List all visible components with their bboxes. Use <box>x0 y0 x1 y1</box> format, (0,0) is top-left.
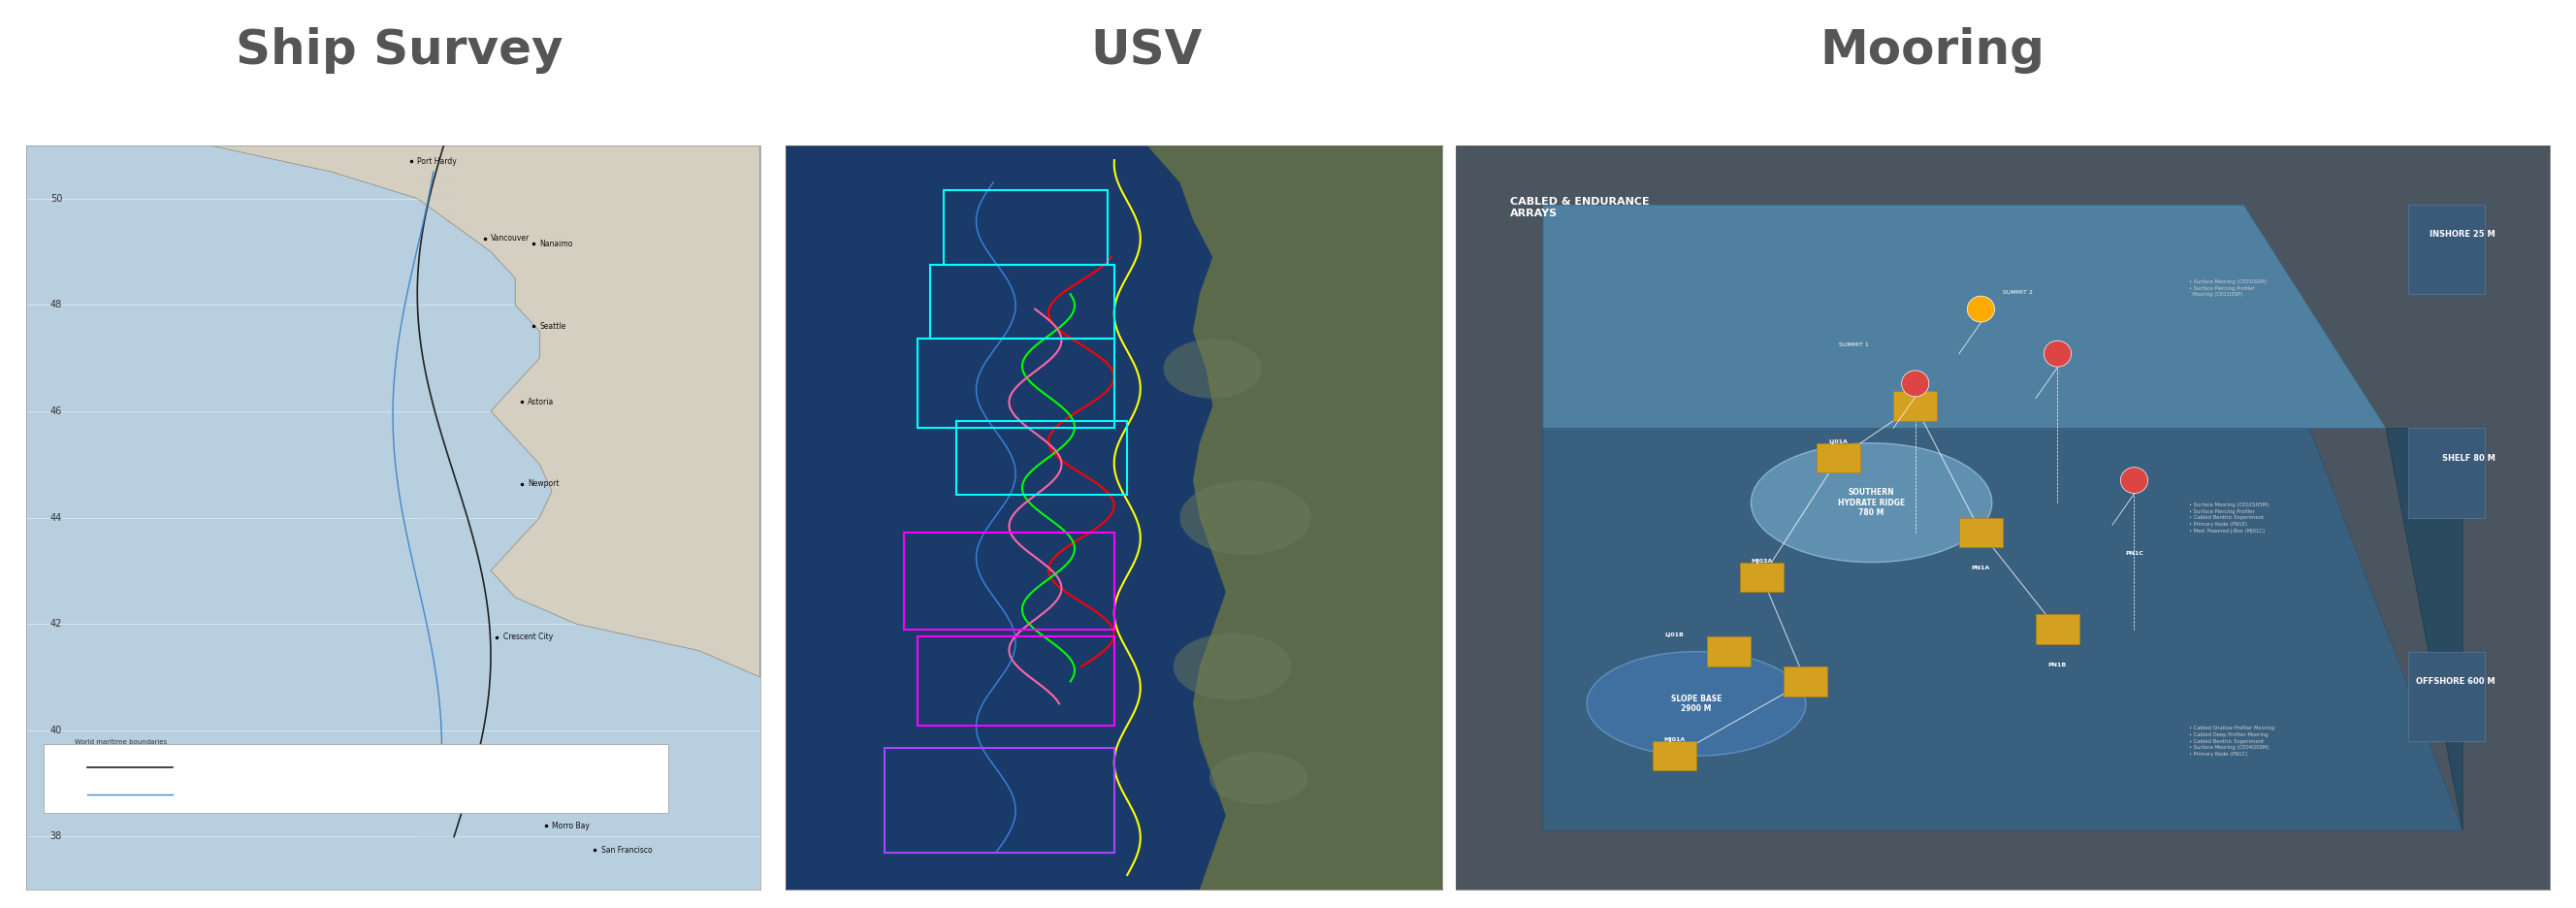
Text: PN1A: PN1A <box>1971 566 1991 570</box>
Ellipse shape <box>2043 340 2071 367</box>
Text: World maritime boundaries: World maritime boundaries <box>75 739 167 745</box>
Ellipse shape <box>1901 370 1929 397</box>
Bar <box>956 420 1128 495</box>
Text: • Cabled Shallow Profiler Mooring
• Cabled Deep Profiler Mooring
• Cabled Benthi: • Cabled Shallow Profiler Mooring • Cabl… <box>2190 726 2275 756</box>
Ellipse shape <box>2120 468 2148 493</box>
Text: SLOPE BASE
2900 M: SLOPE BASE 2900 M <box>1672 695 1721 713</box>
Text: LJ01B: LJ01B <box>1664 633 1685 637</box>
Text: 50: 50 <box>49 193 62 203</box>
Bar <box>2409 429 2483 518</box>
Polygon shape <box>209 145 760 677</box>
Ellipse shape <box>1208 752 1309 804</box>
Text: 48: 48 <box>49 300 62 310</box>
Text: Crescent City: Crescent City <box>502 633 554 642</box>
Text: PN1B: PN1B <box>2048 663 2066 667</box>
Ellipse shape <box>1172 633 1291 700</box>
Text: • Surface Mooring (CE02SHSM)
• Surface Piercing Profiler
• Cabled Benthic Experi: • Surface Mooring (CE02SHSM) • Surface P… <box>2190 503 2269 533</box>
Bar <box>1741 562 1783 592</box>
Text: Newport: Newport <box>528 479 559 489</box>
Text: Transects: Transects <box>75 745 116 754</box>
Text: Seattle: Seattle <box>541 321 567 331</box>
Bar <box>1654 741 1695 771</box>
Bar <box>2035 615 2079 644</box>
Ellipse shape <box>1164 339 1262 399</box>
Bar <box>884 748 1115 853</box>
Text: 44: 44 <box>49 513 62 522</box>
Text: SUMMIT 1: SUMMIT 1 <box>1839 342 1868 347</box>
Ellipse shape <box>1180 480 1311 555</box>
Text: San Francisco: San Francisco <box>600 845 652 854</box>
Text: Vancouver: Vancouver <box>489 234 531 242</box>
Text: MJ03A: MJ03A <box>1752 558 1772 563</box>
Text: Morro Bay: Morro Bay <box>551 822 590 831</box>
Text: INSHORE 25 M: INSHORE 25 M <box>2429 231 2496 239</box>
Ellipse shape <box>1587 652 1806 755</box>
Text: USV: USV <box>1090 27 1203 74</box>
Text: Nordic Pearl: Nordic Pearl <box>198 790 242 798</box>
Bar <box>1893 391 1937 420</box>
Bar <box>1960 518 2004 548</box>
Text: 42: 42 <box>49 619 62 628</box>
Text: Nanaimo: Nanaimo <box>541 240 572 248</box>
Text: SUMMIT 2: SUMMIT 2 <box>2004 291 2032 295</box>
Text: Mooring: Mooring <box>1819 27 2045 74</box>
Text: LJ01A: LJ01A <box>1829 439 1847 444</box>
FancyBboxPatch shape <box>44 744 667 813</box>
Polygon shape <box>1543 205 2385 429</box>
Text: PN1C: PN1C <box>2125 551 2143 556</box>
Text: 40: 40 <box>49 725 62 735</box>
Polygon shape <box>1146 145 1443 890</box>
Bar <box>1816 443 1860 473</box>
Text: 46: 46 <box>49 407 62 416</box>
Bar <box>2409 652 2483 741</box>
Bar <box>904 532 1115 629</box>
Text: SHELF 80 M: SHELF 80 M <box>2442 454 2496 462</box>
Text: Bell M Shimada: Bell M Shimada <box>198 763 255 772</box>
Bar <box>943 190 1108 264</box>
Bar <box>930 264 1115 339</box>
Polygon shape <box>1543 429 2463 830</box>
Bar <box>2409 205 2483 294</box>
Text: OFFSHORE 600 M: OFFSHORE 600 M <box>2416 677 2496 686</box>
Text: Ship Survey: Ship Survey <box>234 27 564 74</box>
Text: Astoria: Astoria <box>528 398 554 406</box>
Ellipse shape <box>1752 443 1991 562</box>
Ellipse shape <box>1968 296 1994 322</box>
Text: 38: 38 <box>49 832 62 842</box>
Text: SOUTHERN
HYDRATE RIDGE
780 M: SOUTHERN HYDRATE RIDGE 780 M <box>1837 489 1906 518</box>
Text: Port Hardy: Port Hardy <box>417 157 456 165</box>
Bar <box>917 637 1115 726</box>
Text: MJ01A: MJ01A <box>1664 737 1685 742</box>
Text: CABLED & ENDURANCE
ARRAYS: CABLED & ENDURANCE ARRAYS <box>1510 197 1649 218</box>
Text: • Surface Mooring (CE01ISSM)
• Surface Piercing Profiler
  Mooring (CE01ISSP): • Surface Mooring (CE01ISSM) • Surface P… <box>2190 280 2267 297</box>
Bar <box>917 339 1115 429</box>
Polygon shape <box>2385 429 2463 830</box>
Bar <box>1708 637 1752 666</box>
Bar <box>1783 666 1829 696</box>
